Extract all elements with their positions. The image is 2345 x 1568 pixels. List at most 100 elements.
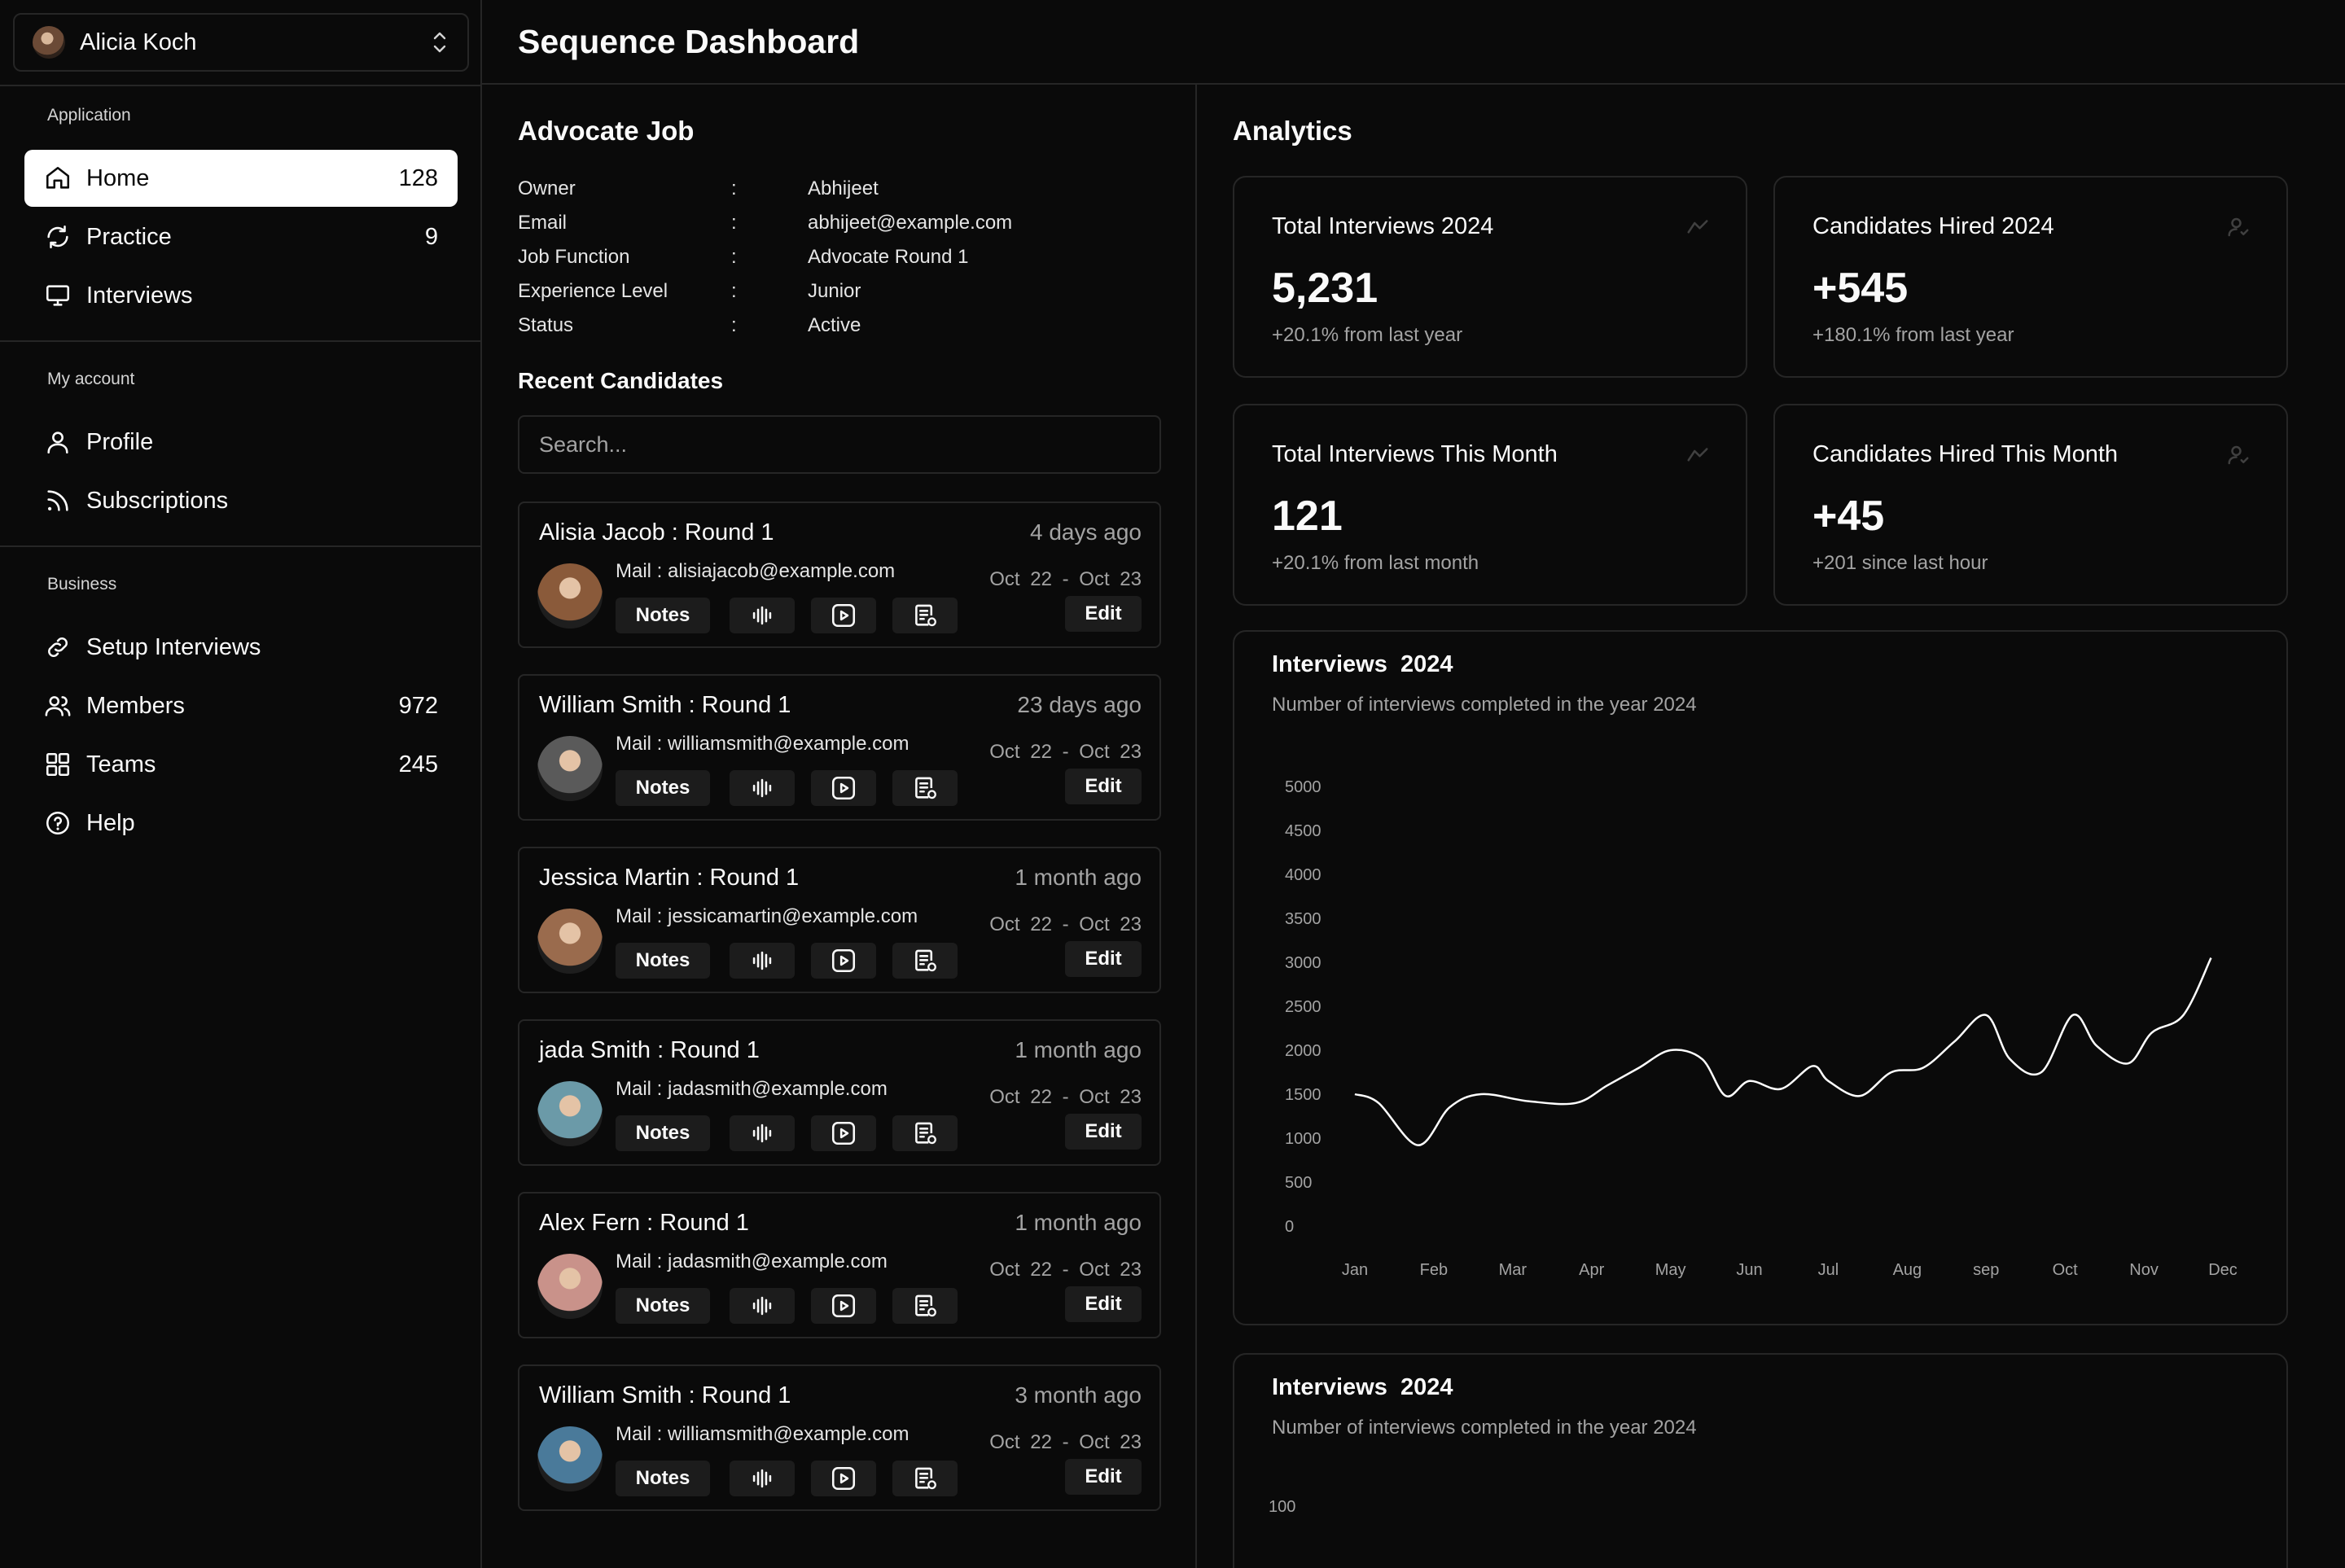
sidebar-item-label: Setup Interviews bbox=[86, 633, 261, 660]
edit-button[interactable]: Edit bbox=[1065, 1114, 1142, 1150]
candidate-date-range: Oct 22 - Oct 23 bbox=[989, 741, 1142, 763]
chart-subtitle: Number of interviews completed in the ye… bbox=[1272, 694, 1697, 716]
audio-button[interactable] bbox=[730, 598, 795, 633]
sidebar-item-help[interactable]: Help bbox=[24, 795, 458, 852]
group-label-my-account: My account bbox=[47, 370, 135, 388]
sidebar-item-practice[interactable]: Practice 9 bbox=[24, 208, 458, 265]
x-tick-label: sep bbox=[1973, 1261, 1999, 1279]
y-tick-label: 3000 bbox=[1285, 954, 1322, 972]
user-check-icon bbox=[2228, 217, 2249, 237]
stat-card-hired-year: Candidates Hired 2024 +545 +180.1% from … bbox=[1773, 176, 2288, 378]
sidebar-item-teams[interactable]: Teams 245 bbox=[24, 736, 458, 793]
sidebar-item-count: 245 bbox=[398, 751, 438, 777]
candidate-time-ago: 3 month ago bbox=[1015, 1382, 1142, 1408]
monitor-icon bbox=[46, 285, 70, 306]
stat-value: +545 bbox=[1812, 265, 1909, 312]
play-icon bbox=[831, 603, 856, 628]
analytics-title: Analytics bbox=[1233, 116, 1352, 146]
audio-button[interactable] bbox=[730, 1461, 795, 1496]
x-tick-label: Jan bbox=[1342, 1261, 1368, 1279]
candidate-date-range: Oct 22 - Oct 23 bbox=[989, 1086, 1142, 1108]
account-switcher[interactable]: Alicia Koch bbox=[13, 13, 469, 72]
stat-change: +180.1% from last year bbox=[1812, 324, 2014, 346]
x-tick-label: May bbox=[1655, 1261, 1686, 1279]
sidebar-item-home[interactable]: Home 128 bbox=[24, 150, 458, 207]
users-icon bbox=[45, 696, 71, 716]
transcript-button[interactable] bbox=[892, 770, 958, 806]
play-button[interactable] bbox=[811, 1461, 876, 1496]
x-tick-label: Oct bbox=[2053, 1261, 2079, 1279]
notes-button[interactable]: Notes bbox=[616, 943, 710, 979]
chart-title: Interviews 2024 bbox=[1272, 1374, 1453, 1400]
waveform-icon bbox=[752, 1469, 772, 1488]
document-icon bbox=[915, 1122, 936, 1145]
stat-change: +201 since last hour bbox=[1812, 552, 1988, 574]
sidebar-item-members[interactable]: Members 972 bbox=[24, 677, 458, 734]
candidate-card[interactable]: Alex Fern : Round 1 1 month ago Mail : jad… bbox=[518, 1192, 1161, 1338]
sidebar-item-setup-interviews[interactable]: Setup Interviews bbox=[24, 619, 458, 676]
edit-button[interactable]: Edit bbox=[1065, 769, 1142, 804]
play-button[interactable] bbox=[811, 943, 876, 979]
document-icon bbox=[915, 777, 936, 799]
notes-button[interactable]: Notes bbox=[616, 770, 710, 806]
help-icon bbox=[46, 811, 70, 835]
series-line bbox=[1354, 957, 2212, 1146]
candidate-card[interactable]: Jessica Martin : Round 1 1 month ago Mail … bbox=[518, 847, 1161, 993]
analytics-panel: Analytics Total Interviews 2024 5,231 +2… bbox=[1197, 85, 2345, 1568]
play-button[interactable] bbox=[811, 1115, 876, 1151]
notes-button[interactable]: Notes bbox=[616, 1288, 710, 1324]
stat-card-total-interviews-year: Total Interviews 2024 5,231 +20.1% from … bbox=[1233, 176, 1747, 378]
edit-button[interactable]: Edit bbox=[1065, 1286, 1142, 1322]
sidebar-item-label: Members bbox=[86, 692, 185, 719]
candidate-search-input[interactable] bbox=[518, 415, 1161, 474]
transcript-button[interactable] bbox=[892, 1115, 958, 1151]
audio-button[interactable] bbox=[730, 770, 795, 806]
notes-button[interactable]: Notes bbox=[616, 1115, 710, 1151]
sidebar-item-label: Interviews bbox=[86, 282, 193, 309]
job-field-email: Email : abhijeet@example.com bbox=[518, 212, 1169, 244]
field-value: Abhijeet bbox=[808, 177, 879, 199]
sidebar-item-interviews[interactable]: Interviews bbox=[24, 267, 458, 324]
candidate-card[interactable]: William Smith : Round 1 3 month ago Mail :… bbox=[518, 1364, 1161, 1511]
notes-button[interactable]: Notes bbox=[616, 598, 710, 633]
notes-button[interactable]: Notes bbox=[616, 1461, 710, 1496]
job-field-status: Status : Active bbox=[518, 314, 1169, 347]
x-tick-label: Jun bbox=[1736, 1261, 1762, 1279]
candidate-name: William Smith : Round 1 bbox=[539, 1382, 791, 1408]
interviews-line-chart: 5000450040003500300025002000150010005000… bbox=[1285, 778, 2238, 1279]
transcript-button[interactable] bbox=[892, 1461, 958, 1496]
edit-button[interactable]: Edit bbox=[1065, 1459, 1142, 1495]
candidate-name: jada Smith : Round 1 bbox=[539, 1037, 760, 1063]
sidebar-item-profile[interactable]: Profile bbox=[24, 414, 458, 471]
candidate-card[interactable]: Alisia Jacob : Round 1 4 days ago Mail : a… bbox=[518, 501, 1161, 648]
sidebar-item-subscriptions[interactable]: Subscriptions bbox=[24, 472, 458, 529]
transcript-button[interactable] bbox=[892, 1288, 958, 1324]
audio-button[interactable] bbox=[730, 1115, 795, 1151]
y-tick-label: 2000 bbox=[1285, 1042, 1322, 1060]
candidate-card[interactable]: William Smith : Round 1 23 days ago Mail :… bbox=[518, 674, 1161, 821]
transcript-button[interactable] bbox=[892, 943, 958, 979]
x-tick-label: Jul bbox=[1818, 1261, 1839, 1279]
candidate-avatar bbox=[537, 909, 603, 974]
sidebar-item-label: Help bbox=[86, 809, 135, 836]
edit-button[interactable]: Edit bbox=[1065, 596, 1142, 632]
trend-icon bbox=[1687, 448, 1708, 462]
rss-icon bbox=[47, 490, 68, 511]
edit-button[interactable]: Edit bbox=[1065, 941, 1142, 977]
audio-button[interactable] bbox=[730, 943, 795, 979]
account-avatar bbox=[33, 26, 65, 59]
play-button[interactable] bbox=[811, 598, 876, 633]
y-tick-label: 100 bbox=[1269, 1498, 1296, 1516]
play-button[interactable] bbox=[811, 1288, 876, 1324]
candidate-card[interactable]: jada Smith : Round 1 1 month ago Mail : ja… bbox=[518, 1019, 1161, 1166]
audio-button[interactable] bbox=[730, 1288, 795, 1324]
play-icon bbox=[831, 1121, 856, 1145]
waveform-icon bbox=[752, 1296, 772, 1316]
candidate-name: Jessica Martin : Round 1 bbox=[539, 865, 800, 891]
candidate-name: Alisia Jacob : Round 1 bbox=[539, 519, 774, 545]
x-tick-label: Nov bbox=[2129, 1261, 2159, 1279]
transcript-button[interactable] bbox=[892, 598, 958, 633]
x-tick-label: Apr bbox=[1579, 1261, 1604, 1279]
play-button[interactable] bbox=[811, 770, 876, 806]
sidebar-item-label: Practice bbox=[86, 223, 172, 250]
